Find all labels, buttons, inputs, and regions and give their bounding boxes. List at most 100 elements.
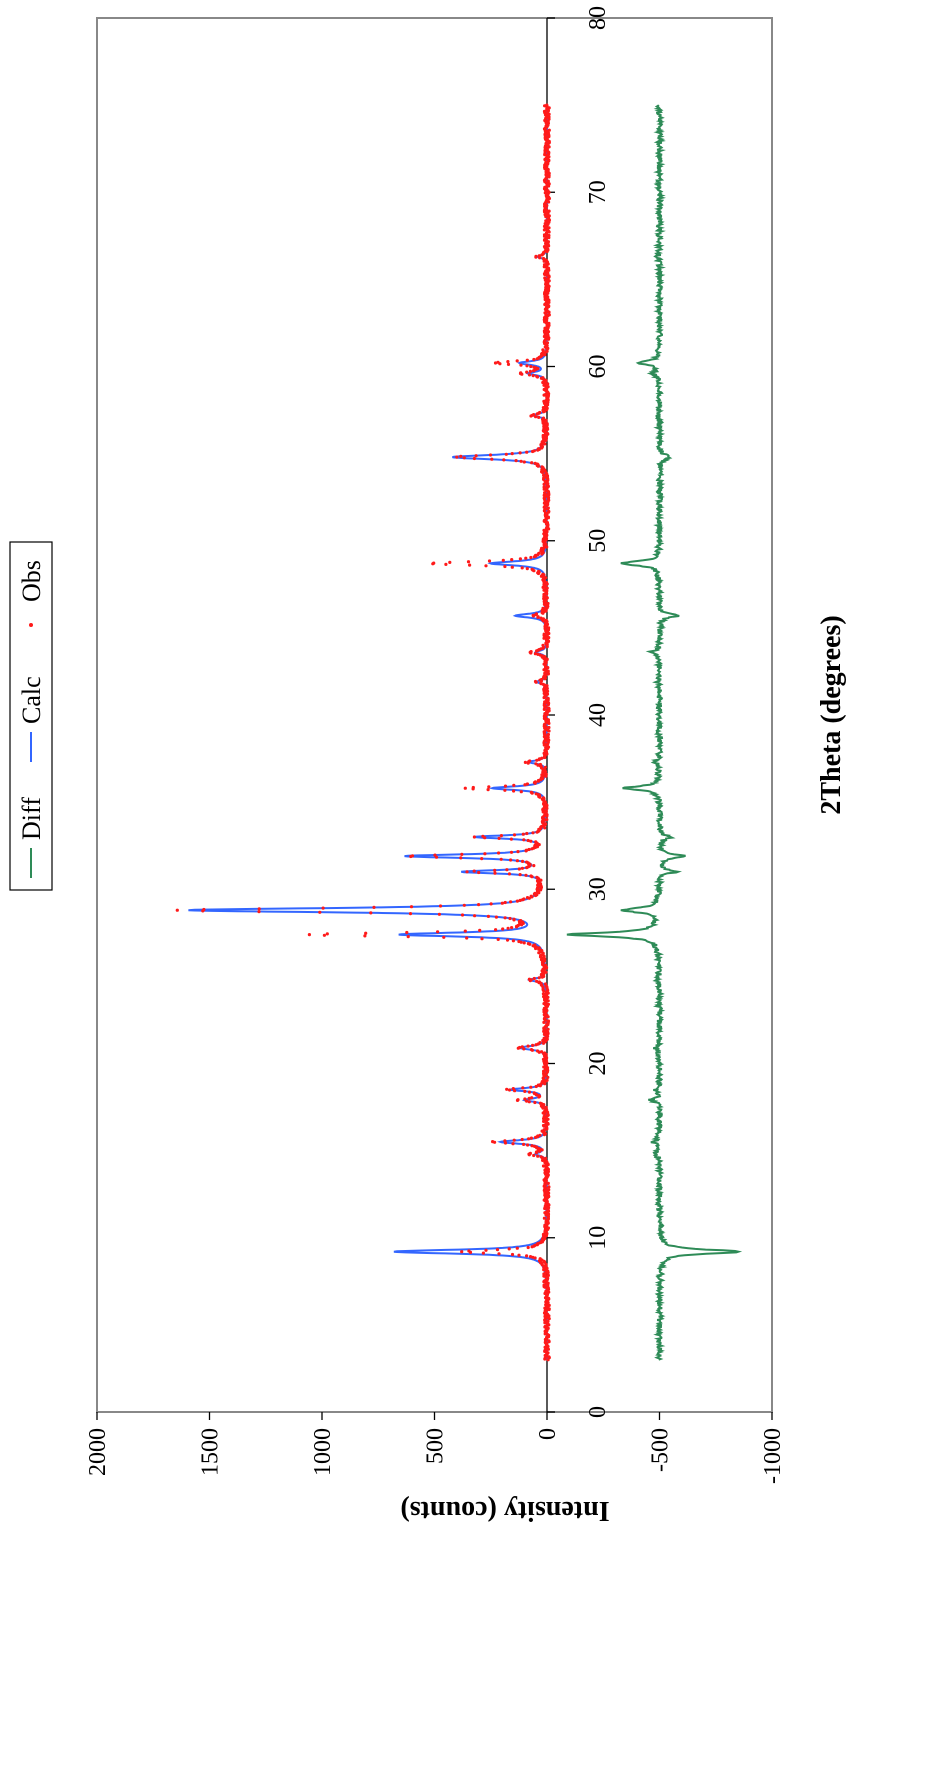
obs-point: [546, 506, 550, 510]
legend-box: [9, 541, 53, 891]
obs-point: [534, 792, 538, 796]
obs-point: [524, 848, 529, 852]
obs-point: [534, 254, 538, 258]
obs-point: [538, 410, 542, 415]
obs-point: [545, 1308, 549, 1312]
obs-point: [410, 854, 415, 858]
obs-point: [543, 963, 548, 967]
obs-point: [546, 179, 550, 183]
obs-point: [519, 790, 523, 794]
obs-point: [465, 870, 469, 874]
obs-point: [529, 555, 533, 560]
obs-point: [536, 652, 540, 657]
obs-point: [503, 784, 508, 788]
obs-point: [541, 416, 546, 420]
obs-point: [472, 869, 476, 873]
obs-point: [542, 1114, 546, 1119]
obs-point: [486, 914, 490, 919]
obs-point: [525, 1254, 529, 1258]
obs-point: [528, 1151, 533, 1155]
y-tick-label: 500: [423, 1428, 449, 1464]
obs-point: [535, 374, 539, 378]
obs-point: [546, 1002, 551, 1006]
obs-point: [493, 871, 497, 875]
obs-point: [438, 904, 443, 908]
obs-point: [512, 1138, 516, 1142]
obs-point: [522, 941, 526, 945]
obs-point: [467, 1249, 471, 1253]
obs-point: [546, 696, 550, 700]
x-tick-label: 40: [585, 703, 611, 727]
obs-point: [532, 449, 536, 453]
obs-point: [442, 935, 446, 939]
obs-point: [487, 559, 492, 563]
obs-point: [511, 1142, 515, 1146]
obs-point: [501, 927, 505, 931]
obs-point: [533, 943, 537, 947]
obs-point: [534, 762, 538, 766]
obs-point: [542, 1119, 546, 1123]
legend-label: Calc: [17, 676, 46, 724]
obs-point: [545, 341, 550, 345]
obs-point: [525, 831, 529, 836]
x-axis-title: 2Theta (degrees): [816, 615, 847, 814]
obs-point: [532, 1153, 536, 1158]
obs-point: [540, 756, 544, 760]
obs-point: [530, 461, 534, 465]
x-tick-label: 50: [585, 529, 611, 553]
obs-point: [515, 359, 519, 363]
obs-point: [488, 453, 493, 457]
obs-point: [543, 765, 548, 769]
obs-point: [527, 1096, 531, 1100]
obs-point: [532, 976, 536, 981]
obs-point: [480, 857, 484, 861]
obs-point: [529, 874, 533, 878]
obs-point: [534, 840, 538, 844]
series-obs-points: [175, 103, 552, 1362]
x-tick-label: 20: [585, 1052, 611, 1076]
obs-point: [541, 643, 545, 647]
obs-point: [497, 851, 501, 855]
obs-point: [465, 936, 469, 940]
obs-point: [543, 1171, 547, 1175]
legend-items: Diff Calc Obs: [17, 560, 46, 878]
obs-point: [505, 868, 509, 872]
obs-point: [529, 1136, 534, 1140]
obs-point: [537, 551, 541, 555]
obs-point: [541, 380, 545, 385]
obs-point: [542, 263, 547, 267]
obs-point: [406, 935, 410, 939]
obs-point: [523, 783, 527, 787]
obs-point: [322, 933, 326, 937]
obs-point: [494, 915, 498, 919]
obs-point: [257, 907, 261, 911]
obs-point: [547, 626, 551, 630]
obs-point: [540, 677, 544, 682]
x-tick-label: 0: [585, 1406, 611, 1418]
obs-point: [463, 929, 467, 933]
obs-point: [537, 415, 541, 419]
obs-point: [546, 1027, 550, 1031]
obs-point: [477, 870, 481, 875]
obs-point: [544, 1105, 548, 1109]
obs-point: [542, 476, 546, 480]
obs-point: [318, 910, 322, 914]
obs-point: [486, 788, 490, 792]
obs-point: [543, 132, 547, 136]
obs-point: [519, 459, 523, 463]
obs-point: [520, 859, 525, 864]
obs-point: [525, 358, 529, 362]
obs-point: [541, 256, 546, 261]
obs-point: [525, 860, 529, 864]
obs-point: [547, 128, 551, 132]
obs-point: [545, 818, 549, 822]
obs-point: [542, 1216, 547, 1220]
obs-point: [527, 1137, 531, 1141]
obs-point: [507, 872, 511, 876]
obs-point: [542, 109, 547, 113]
obs-point: [531, 831, 535, 835]
y-tick-label: 1500: [198, 1428, 224, 1476]
obs-point: [546, 242, 550, 247]
obs-point: [515, 899, 520, 903]
